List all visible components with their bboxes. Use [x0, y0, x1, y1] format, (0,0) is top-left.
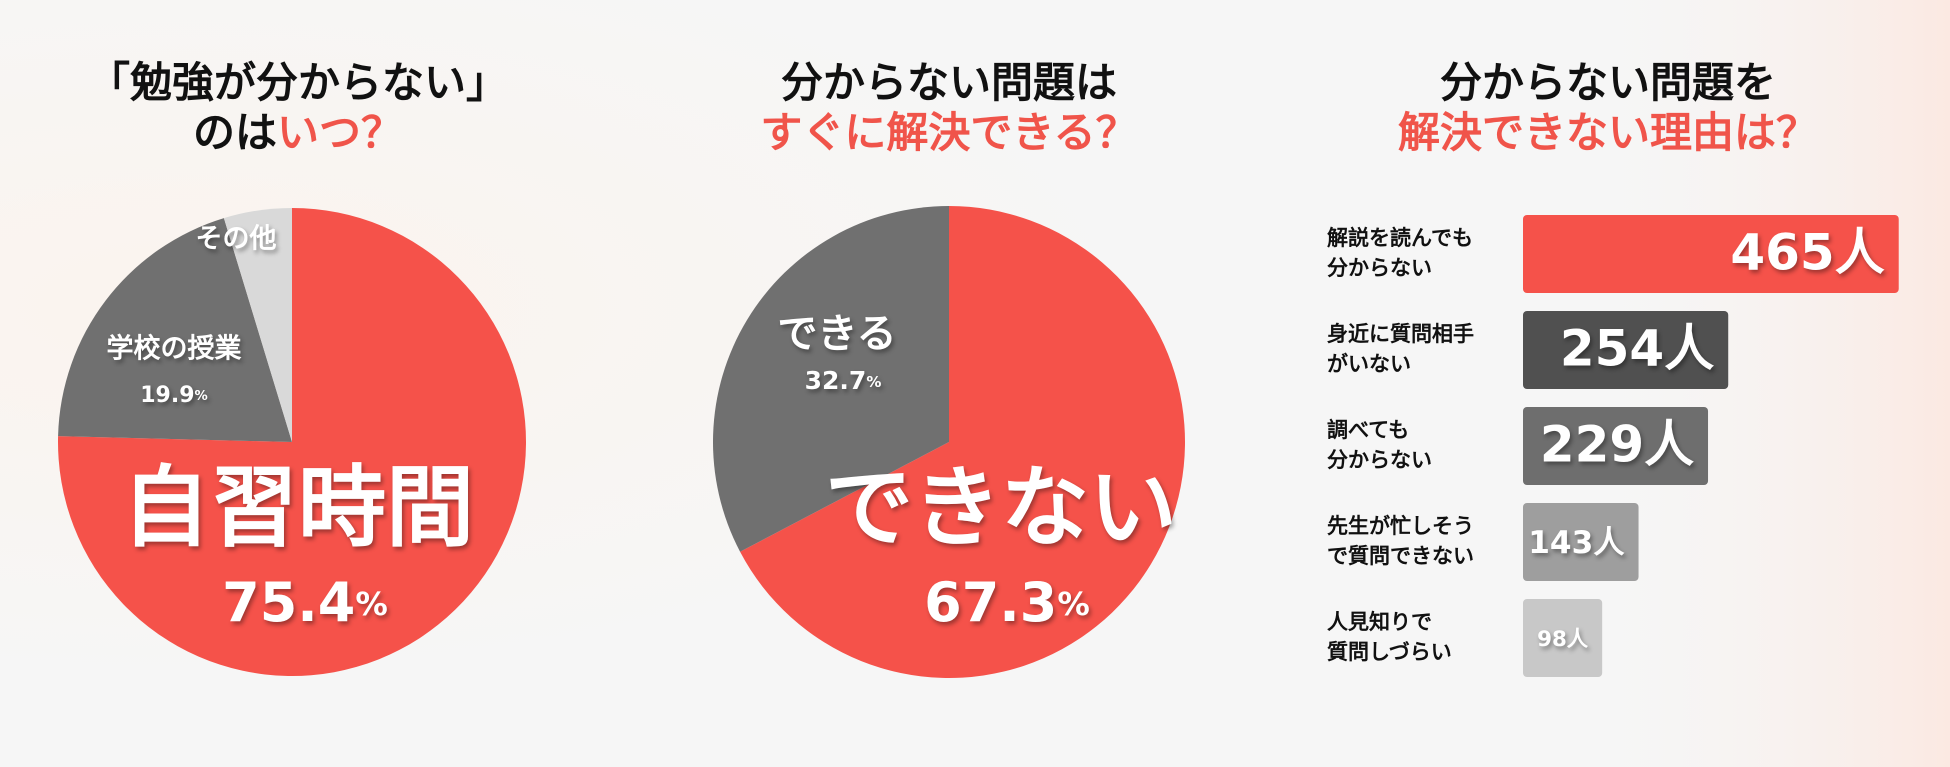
- value-unit: %: [195, 389, 208, 404]
- bar-category: 解説を読んでも分からない: [1327, 226, 1473, 280]
- bar-category: 人見知りで質問しづらい: [1327, 610, 1452, 664]
- category-line: 分からない: [1327, 448, 1432, 472]
- chart-title: のはいつ？: [193, 108, 403, 157]
- value-number: 67.3: [924, 571, 1057, 634]
- bar-category: 身近に質問相手がいない: [1327, 322, 1474, 376]
- pie-slice: [58, 208, 527, 677]
- bar-category: 先生が忙しそうで質問できない: [1327, 514, 1474, 568]
- category-line: 先生が忙しそう: [1327, 514, 1474, 538]
- pie-slice: [223, 208, 292, 442]
- value-number: 75.4: [222, 571, 355, 634]
- pie-slice: [713, 206, 949, 552]
- bar-value: 98人: [1537, 627, 1589, 652]
- slice-value: 67.3%: [924, 571, 1090, 634]
- value-number: 32.7: [805, 366, 867, 395]
- title-part: 分からない問題を: [1440, 58, 1776, 107]
- slice-value: 75.4%: [222, 571, 388, 634]
- slice-label: できない: [825, 456, 1177, 559]
- bar-value: 229人: [1540, 416, 1694, 474]
- bar-value: 465人: [1730, 224, 1884, 282]
- slice-label: その他: [196, 224, 277, 255]
- category-line: 身近に質問相手: [1327, 322, 1474, 346]
- pie-slice: [740, 206, 1186, 678]
- category-line: がいない: [1327, 352, 1411, 376]
- value-number: 19.9: [140, 383, 194, 408]
- bar: [1523, 599, 1603, 677]
- category-line: 調べても: [1327, 418, 1409, 442]
- value-unit: %: [1057, 585, 1089, 623]
- slice-label: できる: [777, 311, 896, 357]
- pie-slice: [58, 218, 292, 442]
- bar: [1523, 503, 1639, 581]
- category-line: 質問しづらい: [1327, 640, 1452, 664]
- slice-label: 自習時間: [122, 456, 474, 559]
- title-part: すぐに解決できる？: [760, 108, 1137, 157]
- title-part: 解決できない理由は？: [1398, 108, 1818, 157]
- value-unit: %: [355, 585, 387, 623]
- chart-title: 解決できない理由は？: [1398, 108, 1818, 157]
- bar-value: 143人: [1528, 525, 1625, 561]
- chart-title: 「勉強が分からない」: [88, 58, 508, 107]
- category-line: 人見知りで: [1327, 610, 1432, 634]
- bar: [1523, 407, 1709, 485]
- category-line: 分からない: [1327, 256, 1432, 280]
- category-line: 解説を読んでも: [1327, 226, 1473, 250]
- bar-category: 調べても分からない: [1327, 418, 1432, 472]
- slice-value: 19.9%: [140, 383, 208, 408]
- bar: [1523, 215, 1899, 293]
- chart-title: 分からない問題を: [1440, 58, 1776, 107]
- title-part: のは: [193, 108, 277, 157]
- bar-value: 254人: [1560, 320, 1714, 378]
- title-part: いつ？: [277, 108, 403, 157]
- chart-title: すぐに解決できる？: [760, 108, 1137, 157]
- title-part: 分からない問題は: [781, 58, 1117, 107]
- chart-title: 分からない問題は: [781, 58, 1117, 107]
- title-part: 「勉強が分からない」: [88, 58, 508, 107]
- slice-label: 学校の授業: [107, 333, 242, 365]
- bar: [1523, 311, 1729, 389]
- value-unit: %: [866, 373, 881, 391]
- category-line: で質問できない: [1327, 544, 1474, 568]
- slice-value: 32.7%: [805, 366, 882, 395]
